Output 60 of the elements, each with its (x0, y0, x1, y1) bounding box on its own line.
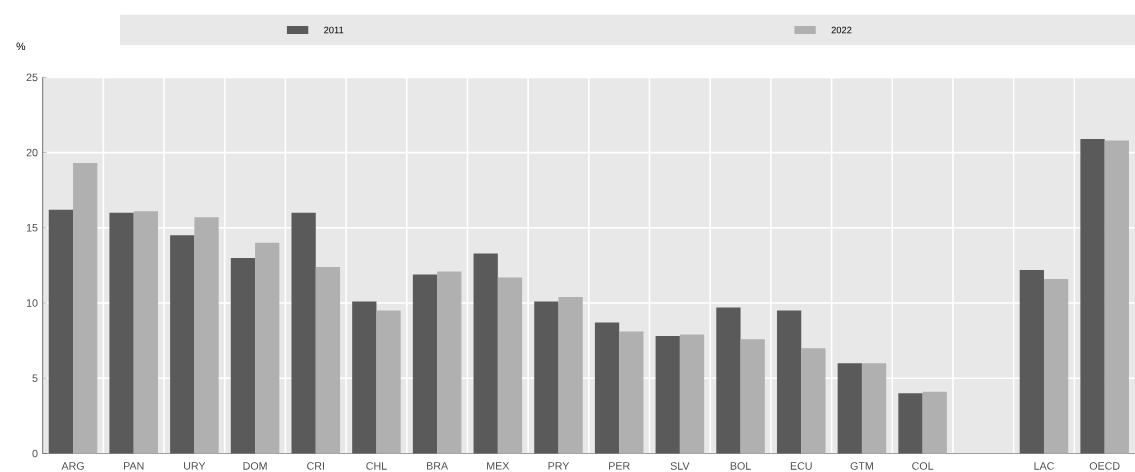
bar (679, 334, 705, 454)
legend-label: 2022 (831, 26, 852, 34)
x-tick-label: BRA (427, 462, 449, 470)
bar (801, 348, 826, 454)
y-tick-label: 10 (26, 299, 38, 307)
x-tick-label: GTM (850, 462, 873, 470)
x-tick-label: MEX (487, 462, 510, 470)
bar (48, 209, 74, 454)
x-tick-label: PAN (124, 462, 144, 470)
y-tick-label: 5 (32, 374, 38, 382)
bar (776, 310, 802, 454)
y-tick-label: 15 (26, 224, 38, 232)
bar (412, 274, 438, 454)
bar (1019, 269, 1044, 454)
x-tick-label: ARG (61, 462, 84, 470)
bar (352, 301, 377, 454)
bar (376, 310, 401, 454)
legend-label: 2011 (324, 26, 344, 34)
x-tick-label: LAC (1034, 462, 1054, 470)
x-tick-label: SLV (670, 462, 690, 470)
bar (740, 339, 765, 454)
bar (291, 212, 316, 454)
bar (194, 217, 219, 454)
bar (1080, 138, 1105, 454)
bar (109, 212, 134, 454)
bar (315, 266, 341, 454)
x-tick-label: OECD (1089, 462, 1120, 470)
x-tick-label: BOL (730, 462, 751, 470)
x-tick-label: PRY (548, 462, 570, 470)
x-tick-label: DOM (243, 462, 267, 470)
bar (619, 331, 644, 454)
bar (558, 296, 583, 454)
x-tick-label: PER (609, 462, 630, 470)
x-tick-label: URY (184, 462, 206, 470)
bar (534, 301, 559, 454)
bar (861, 363, 887, 454)
y-tick-label: 20 (26, 148, 38, 157)
bar (73, 163, 98, 454)
bar (1043, 278, 1069, 454)
bar (1104, 140, 1129, 454)
bar (133, 211, 158, 454)
bar (255, 242, 280, 454)
y-tick-label: 0 (32, 449, 38, 458)
bar (898, 393, 923, 454)
bar (594, 322, 620, 454)
bar (473, 253, 498, 454)
x-tick-label: CRI (307, 462, 324, 470)
bar (837, 363, 862, 454)
bar (716, 307, 741, 454)
bar (655, 336, 680, 454)
bar (170, 235, 195, 454)
y-tick-label: 25 (26, 73, 38, 82)
y-axis-title: % (16, 42, 26, 51)
bar (497, 277, 523, 454)
x-tick-label: ECU (790, 462, 812, 470)
x-tick-label: COL (912, 462, 934, 470)
bar (922, 391, 947, 454)
x-tick-label: CHL (366, 462, 387, 470)
bar (437, 271, 462, 454)
bar (230, 257, 256, 454)
